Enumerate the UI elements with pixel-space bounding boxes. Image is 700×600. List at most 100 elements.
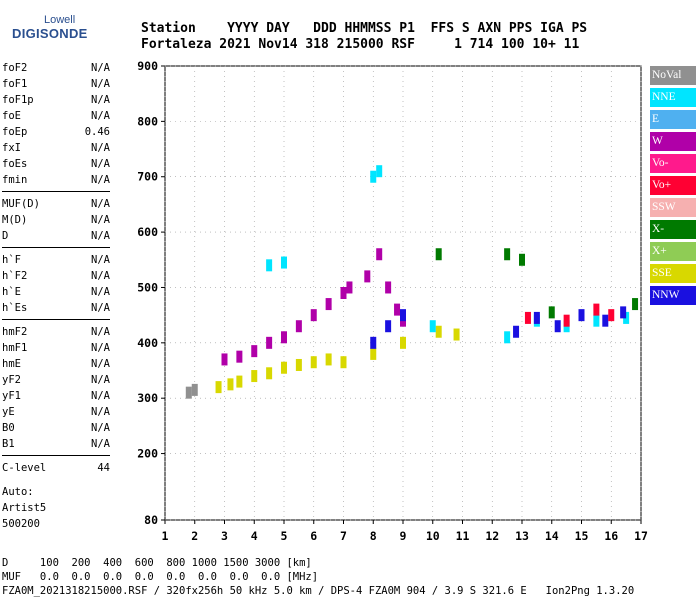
echo-point bbox=[227, 378, 234, 391]
param-label: C-level bbox=[2, 462, 47, 474]
param-label: foF1 bbox=[2, 78, 28, 90]
y-tick-label: 300 bbox=[137, 391, 158, 405]
x-tick-label: 9 bbox=[400, 529, 407, 543]
param-value: 44 bbox=[97, 462, 110, 474]
echo-point bbox=[632, 298, 639, 311]
param-row: h`F2 N/A bbox=[2, 268, 110, 284]
echo-point bbox=[578, 309, 585, 322]
echo-point bbox=[563, 314, 570, 327]
footer-muf-row: MUF 0.0 0.0 0.0 0.0 0.0 0.0 0.0 0.0 [MHz… bbox=[2, 571, 319, 583]
param-row: foF2 N/A bbox=[2, 60, 110, 76]
param-row: foEs N/A bbox=[2, 156, 110, 172]
param-label: hmE bbox=[2, 358, 21, 370]
x-tick-label: 6 bbox=[310, 529, 317, 543]
param-value: N/A bbox=[91, 142, 110, 154]
param-value: N/A bbox=[91, 326, 110, 338]
param-label: MUF(D) bbox=[2, 198, 40, 210]
echo-point bbox=[394, 303, 401, 316]
param-label: h`F2 bbox=[2, 270, 28, 282]
echo-point bbox=[310, 356, 317, 369]
logo-lowell-text: Lowell bbox=[44, 14, 76, 26]
legend-item: Vo+ bbox=[650, 176, 696, 195]
echo-point bbox=[370, 347, 377, 360]
param-row: MUF(D) N/A bbox=[2, 196, 110, 212]
echo-point bbox=[281, 256, 287, 269]
echo-point bbox=[400, 336, 406, 349]
echo-point bbox=[236, 350, 243, 363]
echo-point bbox=[266, 259, 273, 272]
x-tick-label: 16 bbox=[604, 529, 618, 543]
param-row: yF1 N/A bbox=[2, 388, 110, 404]
echo-point bbox=[310, 309, 317, 322]
legend-item: X- bbox=[650, 220, 696, 239]
param-label: foF1p bbox=[2, 94, 34, 106]
param-row: h`F N/A bbox=[2, 252, 110, 268]
param-value: 0.46 bbox=[84, 126, 110, 138]
echo-point bbox=[435, 325, 442, 338]
separator bbox=[2, 191, 110, 192]
param-row: yF2 N/A bbox=[2, 372, 110, 388]
param-value: N/A bbox=[91, 230, 110, 242]
y-tick-label: 800 bbox=[137, 114, 158, 128]
echo-point bbox=[236, 375, 243, 388]
legend-item: W bbox=[650, 132, 696, 151]
separator bbox=[2, 319, 110, 320]
param-value: N/A bbox=[91, 198, 110, 210]
x-tick-label: 10 bbox=[426, 529, 440, 543]
param-row: foEp 0.46 bbox=[2, 124, 110, 140]
echo-point bbox=[295, 358, 302, 371]
plot-grid bbox=[164, 65, 642, 521]
param-row: hmF1 N/A bbox=[2, 340, 110, 356]
legend: NoVal NNE E W Vo- Vo+ SSW X- X+ SSE NNW bbox=[650, 66, 696, 308]
echo-point bbox=[221, 353, 228, 366]
echo-point bbox=[215, 381, 222, 394]
echo-point bbox=[554, 320, 561, 333]
footer-file-row: FZA0M_2021318215000.RSF / 320fx256h 50 k… bbox=[2, 585, 635, 597]
param-label: h`Es bbox=[2, 302, 28, 314]
echo-point bbox=[191, 383, 198, 396]
y-tick-label: 80 bbox=[144, 513, 158, 527]
param-label: hmF1 bbox=[2, 342, 28, 354]
echo-point bbox=[325, 298, 332, 311]
x-tick-label: 7 bbox=[340, 529, 347, 543]
echo-point bbox=[519, 253, 525, 266]
param-row: h`Es N/A bbox=[2, 300, 110, 316]
param-row: h`E N/A bbox=[2, 284, 110, 300]
param-row: B0 N/A bbox=[2, 420, 110, 436]
echo-point bbox=[295, 320, 302, 333]
param-value: N/A bbox=[91, 110, 110, 122]
echo-point bbox=[524, 311, 531, 324]
param-row: fmin N/A bbox=[2, 172, 110, 188]
echo-point bbox=[364, 270, 371, 283]
param-value: N/A bbox=[91, 358, 110, 370]
x-tick-label: 11 bbox=[456, 529, 470, 543]
auto-scaling-info: Auto: Artist5 500200 bbox=[2, 484, 46, 532]
param-row: hmF2 N/A bbox=[2, 324, 110, 340]
param-label: foF2 bbox=[2, 62, 28, 74]
x-tick-label: 13 bbox=[515, 529, 529, 543]
echo-point bbox=[593, 303, 600, 316]
param-value: N/A bbox=[91, 214, 110, 226]
param-value: N/A bbox=[91, 302, 110, 314]
y-tick-label: 700 bbox=[137, 170, 158, 184]
echo-point bbox=[281, 331, 287, 344]
param-row: foE N/A bbox=[2, 108, 110, 124]
param-value: N/A bbox=[91, 78, 110, 90]
param-label: foEp bbox=[2, 126, 28, 138]
param-label: h`E bbox=[2, 286, 21, 298]
auto-code: 500200 bbox=[2, 518, 40, 530]
echo-point bbox=[340, 287, 347, 299]
header-row-2: Fortaleza 2021 Nov14 318 215000 RSF 1 71… bbox=[141, 37, 580, 52]
param-value: N/A bbox=[91, 254, 110, 266]
y-axis-ticks: 80 200 300 400 500 600 700 800 900 bbox=[137, 59, 165, 527]
param-label: M(D) bbox=[2, 214, 28, 226]
param-label: foE bbox=[2, 110, 21, 122]
echo-point bbox=[435, 248, 442, 261]
param-label: yF2 bbox=[2, 374, 21, 386]
x-tick-label: 15 bbox=[575, 529, 589, 543]
echo-point bbox=[266, 367, 273, 380]
parameter-panel: foF2 N/A foF1 N/A foF1p N/A foE N/A foEp 0.46 fxI N… bbox=[2, 60, 110, 476]
param-row: yE N/A bbox=[2, 404, 110, 420]
y-tick-label: 600 bbox=[137, 225, 158, 239]
logo-digisonde-text: DIGISONDE bbox=[12, 26, 88, 41]
